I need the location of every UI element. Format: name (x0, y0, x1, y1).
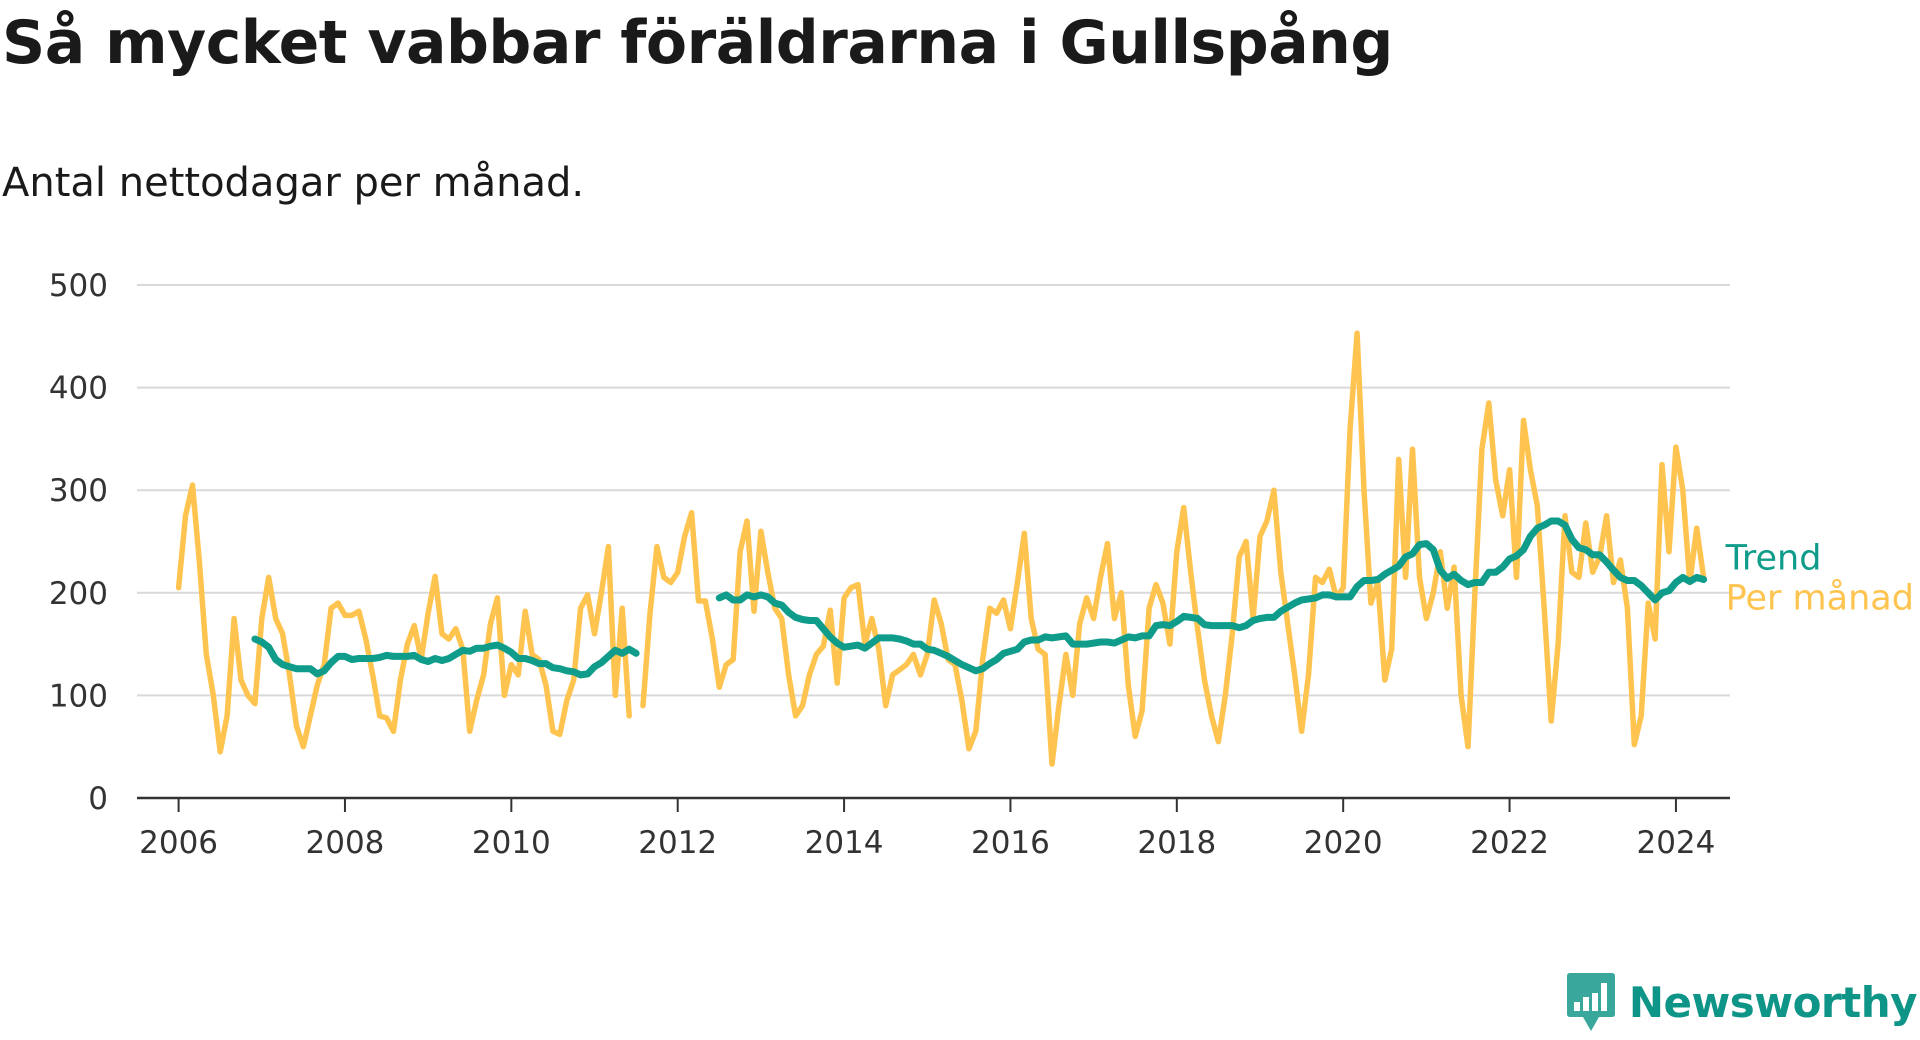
x-tick-label: 2010 (472, 825, 551, 861)
grid-lines (137, 284, 1730, 697)
chart-title: Så mycket vabbar föräldrarna i Gullspång (2, 8, 1393, 78)
y-axis: 0 100 200 300 400 500 (49, 268, 108, 817)
chart-subtitle: Antal nettodagar per månad. (2, 160, 585, 206)
y-tick-label: 500 (49, 268, 108, 304)
series-line-trend (251, 635, 640, 679)
series-line-monthly (640, 330, 1707, 767)
x-tick-label: 2006 (139, 825, 218, 861)
x-tick-label: 2014 (805, 825, 884, 861)
legend-label-trend: Trend (1725, 538, 1822, 578)
x-tick-label: 2008 (306, 825, 385, 861)
x-axis: 2006 2008 2010 2012 2014 2016 2018 2020 2022 2024 (137, 796, 1730, 861)
y-tick-label: 0 (88, 781, 108, 817)
legend: Trend Per månad (1725, 538, 1914, 618)
series-line-monthly (175, 482, 632, 755)
newsworthy-chart-icon (1566, 973, 1615, 1031)
series-group (175, 330, 1708, 767)
x-tick-label: 2018 (1137, 825, 1216, 861)
y-tick-label: 300 (49, 473, 108, 509)
x-tick-label: 2022 (1470, 825, 1549, 861)
y-tick-label: 200 (49, 576, 108, 612)
x-tick-label: 2012 (638, 825, 717, 861)
brand-logo: Newsworthy (1565, 971, 1918, 1033)
brand-name: Newsworthy (1628, 977, 1918, 1027)
y-tick-label: 400 (49, 371, 108, 407)
y-tick-label: 100 (49, 678, 108, 714)
legend-label-per-manad: Per månad (1726, 577, 1914, 618)
x-tick-label: 2020 (1304, 825, 1383, 861)
x-tick-label: 2016 (971, 825, 1050, 861)
series-line-trend (715, 517, 1708, 675)
x-tick-label: 2024 (1636, 825, 1715, 861)
